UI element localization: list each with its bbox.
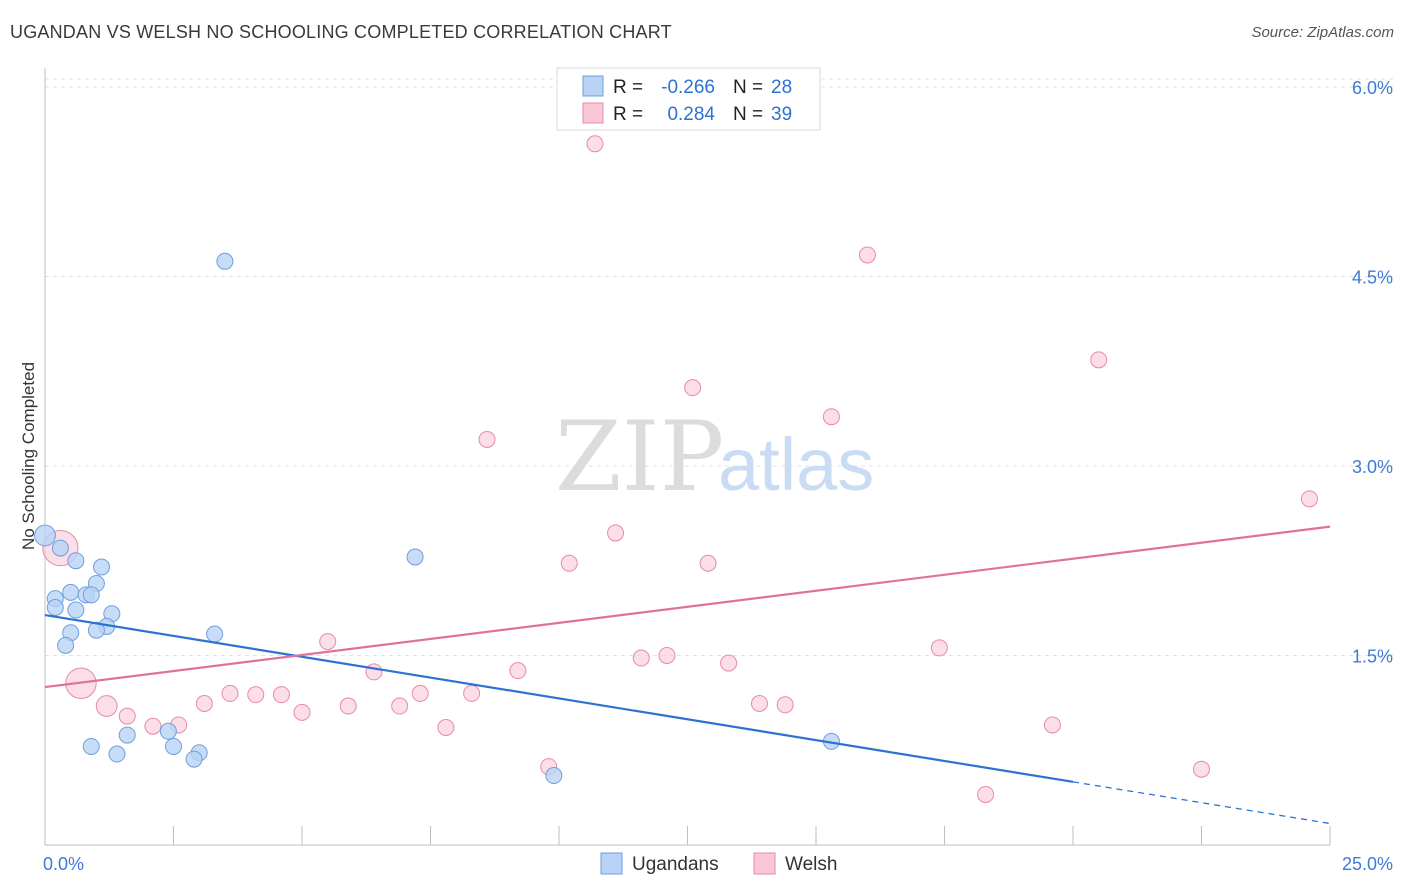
x-tick-labels: 0.0% 25.0% [43,854,1393,874]
welsh-point-30 [776,696,794,714]
welsh-point-12 [339,697,357,715]
legend-r-label-1: R = [613,77,643,98]
welsh-point-33 [930,639,948,657]
source-note: Source: ZipAtlas.com [1251,24,1394,41]
ugandans-point-18 [216,252,234,270]
welsh-point-36 [1090,351,1108,369]
welsh-point-4 [144,717,162,735]
y-tick-label-2: 4.5% [1352,267,1393,287]
bottom-legend-swatch-ugandans [600,852,623,875]
welsh-point-23 [607,524,625,542]
watermark-atlas: atlas [718,423,874,506]
legend-swatch-welsh [582,102,604,124]
legend-n-value-1: 28 [771,77,792,98]
welsh-point-19 [509,662,527,680]
welsh-point-38 [1300,490,1318,508]
correlation-legend: R = -0.266 N = 28 R = 0.284 N = 39 [556,67,821,131]
welsh-point-29 [750,694,768,712]
welsh-point-10 [293,703,311,721]
welsh-point-31 [822,408,840,426]
ugandans-point-0 [34,524,56,547]
watermark-zip: ZIP [555,401,724,513]
legend-r-value-2: 0.284 [667,104,715,125]
series-legend: Ugandans Welsh [600,852,837,875]
welsh-point-18 [478,430,496,448]
ugandans-point-15 [57,636,75,654]
ugandans-point-3 [46,598,64,616]
ugandans-point-1 [51,539,69,557]
welsh-point-9 [272,686,290,704]
ugandans-point-5 [93,558,111,576]
ugandans-point-16 [206,625,224,643]
ugandans-point-4 [67,552,85,570]
welsh-point-14 [391,697,409,715]
ugandans-point-13 [87,621,105,639]
y-tick-label-3: 6.0% [1352,78,1393,98]
legend-n-label-1: N = [733,77,763,98]
trend-lines [44,525,1331,825]
welsh-point-16 [437,719,455,737]
ugandans-point-22 [159,722,177,740]
legend-swatch-ugandans [582,75,604,97]
ugandans-point-21 [108,745,126,763]
ugandans-trend-line [44,613,1074,783]
ugandans-point-10 [67,601,85,619]
chart-title: UGANDAN VS WELSH NO SCHOOLING COMPLETED … [10,22,672,42]
welsh-point-17 [463,684,481,702]
ugandans-point-19 [118,726,136,744]
welsh-point-22 [586,135,604,153]
legend-n-value-2: 39 [771,104,792,125]
watermark: ZIP atlas [555,401,874,513]
welsh-trend-line [44,525,1331,689]
legend-r-label-2: R = [613,104,643,125]
welsh-point-15 [411,684,429,702]
welsh-point-7 [221,684,239,702]
welsh-point-32 [858,246,876,264]
welsh-point-8 [247,686,265,704]
y-axis-label: No Schooling Completed [19,362,38,550]
ugandans-point-9 [82,586,100,604]
bottom-legend-label-ugandans: Ugandans [632,854,719,875]
bottom-legend-label-welsh: Welsh [785,854,837,875]
x-tick-label-0: 0.0% [43,854,84,874]
legend-n-label-2: N = [733,104,763,125]
welsh-point-24 [632,649,650,667]
welsh-point-37 [1193,760,1210,778]
welsh-points [42,135,1318,803]
welsh-point-13 [365,663,383,681]
x-ticks [173,826,1331,845]
ugandans-points [34,252,840,785]
welsh-point-21 [560,554,578,572]
y-tick-labels: 1.5% 3.0% 4.5% 6.0% [1352,78,1393,667]
x-tick-label-1: 25.0% [1342,854,1393,874]
welsh-point-3 [118,707,136,725]
bottom-legend-swatch-welsh [753,852,776,875]
ugandans-point-25 [185,750,203,768]
ugandans-point-17 [406,548,424,566]
gridlines [45,78,1395,656]
ugandans-point-27 [545,767,563,785]
y-tick-label-1: 3.0% [1352,457,1393,477]
y-tick-label-0: 1.5% [1352,646,1393,666]
ugandans-point-20 [82,737,100,755]
welsh-point-34 [977,785,995,803]
welsh-point-28 [720,654,738,672]
welsh-point-35 [1043,716,1061,734]
welsh-point-26 [684,379,702,397]
welsh-point-11 [319,633,337,651]
ugandans-point-23 [165,737,182,755]
welsh-point-25 [658,646,676,664]
ugandans-trend-extension [1072,781,1331,825]
welsh-point-27 [699,554,717,572]
welsh-point-6 [195,694,213,712]
ugandans-point-7 [62,583,80,601]
welsh-point-2 [95,695,118,717]
legend-r-value-1: -0.266 [661,77,715,98]
